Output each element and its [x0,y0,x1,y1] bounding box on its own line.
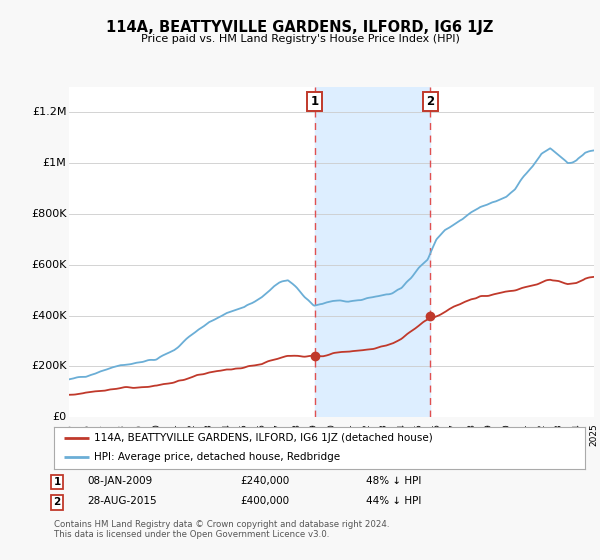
Text: 1: 1 [53,477,61,487]
Text: 28-AUG-2015: 28-AUG-2015 [87,496,157,506]
Text: £240,000: £240,000 [240,476,289,486]
Text: 08-JAN-2009: 08-JAN-2009 [87,476,152,486]
Text: £200K: £200K [31,361,67,371]
Text: 114A, BEATTYVILLE GARDENS, ILFORD, IG6 1JZ: 114A, BEATTYVILLE GARDENS, ILFORD, IG6 1… [106,20,494,35]
Text: £0: £0 [52,412,67,422]
Text: HPI: Average price, detached house, Redbridge: HPI: Average price, detached house, Redb… [94,452,340,463]
Bar [314,87,430,417]
Text: 44% ↓ HPI: 44% ↓ HPI [366,496,421,506]
Text: Contains HM Land Registry data © Crown copyright and database right 2024.
This d: Contains HM Land Registry data © Crown c… [54,520,389,539]
Text: 1: 1 [310,95,319,108]
Text: £600K: £600K [31,260,67,270]
Text: £400K: £400K [31,311,67,320]
Text: £400,000: £400,000 [240,496,289,506]
Text: 2: 2 [53,497,61,507]
Text: £1M: £1M [43,158,67,168]
Text: Price paid vs. HM Land Registry's House Price Index (HPI): Price paid vs. HM Land Registry's House … [140,34,460,44]
Text: £1.2M: £1.2M [32,107,67,117]
Text: 114A, BEATTYVILLE GARDENS, ILFORD, IG6 1JZ (detached house): 114A, BEATTYVILLE GARDENS, ILFORD, IG6 1… [94,433,433,443]
Text: 2: 2 [427,95,434,108]
Text: £800K: £800K [31,209,67,219]
Text: 48% ↓ HPI: 48% ↓ HPI [366,476,421,486]
